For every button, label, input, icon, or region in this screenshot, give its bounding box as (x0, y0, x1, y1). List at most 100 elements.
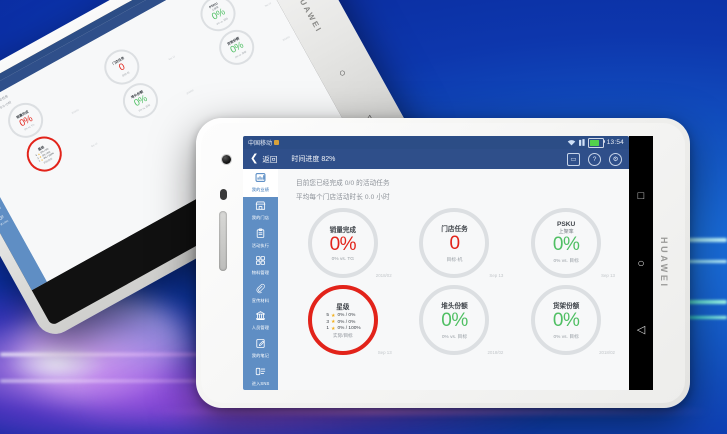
star-rating-row: 1 ★ 0% / 100% (325, 326, 361, 332)
carrier-label: 中国移动 (248, 141, 273, 147)
star-icon: ★ (330, 312, 336, 319)
star-value: 0% / 0% (337, 319, 356, 325)
huawei-logo: HUAWEI (659, 237, 669, 289)
sidebar-item-5[interactable]: 宣传材料 (243, 280, 278, 308)
sidebar-item-6[interactable]: 人员管理 (243, 307, 278, 335)
kpi-cards-grid: 销量完成 0% 0% vs. TG 2018/02 门店任务 0 目标-机 Sep 13 PSK… (288, 205, 621, 357)
sidebar-item-label: 我的业绩 (251, 187, 270, 193)
kpi-value: 0% (441, 309, 468, 331)
kpi-subtitle: 上架率 (558, 229, 574, 235)
psku-card[interactable]: PSKU 上架率 0% 0% vs. 目标 Sep 13 (511, 205, 621, 280)
kpi-title: 门店任务 (441, 225, 468, 233)
device-screen: 中国移动 13:54 (243, 136, 629, 390)
kpi-ring: 销量完成 0% 0% vs. TG (307, 207, 378, 278)
kpi-value: 0 (449, 232, 460, 254)
sidebar-item-7[interactable]: 我的笔记 (243, 335, 278, 363)
message-icon[interactable]: ▭ (567, 152, 580, 166)
back-button-nav[interactable]: ◁ (636, 324, 646, 337)
kpi-footnote: 0% vs. 目标 (553, 334, 579, 340)
sidebar-item-1[interactable]: 我的业绩 (243, 169, 278, 197)
kpi-footnote: 0% vs. TG (331, 256, 354, 262)
sidebar-item-label: 活动执行 (251, 242, 270, 248)
kpi-footnote: 目标-机 (446, 257, 463, 263)
kpi-date: Sep 13 (489, 273, 504, 278)
sidebar-item-label: 我的笔记 (251, 353, 270, 358)
sidebar-item-3[interactable]: 活动执行 (243, 224, 278, 252)
star-level: 1 (326, 326, 329, 331)
clipboard-icon (255, 228, 266, 242)
back-label: 返回 (262, 154, 278, 164)
star-rating-card[interactable]: 星级 5 ★ 0% / 0% 3 ★ 0% / 0% 1 ★ 0% / 100% 实际/目标 Sep … (288, 282, 398, 357)
foreground-tablet-device: 中国移动 13:54 (196, 118, 690, 408)
home-button[interactable]: ○ (637, 255, 645, 270)
clock: 13:54 (606, 139, 624, 146)
help-icon[interactable]: ? (588, 152, 601, 166)
grid-icon (255, 255, 266, 269)
star-rating-row: 5 ★ 0% / 0% (325, 313, 361, 319)
kpi-date: Sep 13 (601, 273, 615, 278)
star-value: 0% / 100% (337, 326, 361, 331)
endcap-share-card[interactable]: 堆头份额 0% 0% vs. 目标 2018/02 (400, 282, 510, 357)
sidebar-item-label: 宣传材料 (251, 298, 270, 303)
sales-completion-card[interactable]: 销量完成 0% 0% vs. TG 2018/02 (288, 205, 398, 280)
sidebar-item-4[interactable]: 物料管理 (243, 252, 278, 280)
wifi-icon (567, 140, 575, 146)
settings-icon[interactable]: ⚙ (609, 152, 622, 166)
star-icon: ★ (330, 319, 336, 325)
sidebar-item-8[interactable]: 进入SNS (0, 209, 14, 231)
kpi-title: 星级 (336, 303, 350, 311)
battery-icon (587, 137, 606, 148)
kpi-title: 货架份额 (552, 302, 580, 310)
background-tablet-screen: 中国移动 13:54 ❮ 返回 时间进度 82% (0, 0, 363, 327)
star-level: 3 (326, 319, 329, 325)
kpi-ring: 门店任务 0 目标-机 (419, 207, 490, 278)
main-content: 目前您已经完成 0/0 的活动任务 平均每个门店活动时长 0.0 小时 销量完成… (278, 169, 629, 390)
signal-icon (578, 139, 585, 146)
kpi-value: 0% (552, 309, 580, 331)
summary-line-1: 目前您已经完成 0/0 的活动任务 (296, 180, 390, 187)
back-button[interactable]: ❮ 返回 (250, 154, 277, 165)
kpi-ring: 星级 5 ★ 0% / 0% 3 ★ 0% / 0% 1 ★ 0% / 100% 实际/目标 (307, 284, 378, 355)
background-streak-3 (150, 409, 710, 414)
app-body: 我的业绩我的门店活动执行物料管理宣传材料人员管理我的笔记进入SNS 目前您已经完… (243, 169, 629, 390)
sidebar-item-2[interactable]: 我的门店 (243, 197, 278, 225)
kpi-value: 0% (329, 233, 357, 255)
chart-icon (255, 172, 266, 186)
huawei-logo-back: HUAWEI (293, 0, 324, 35)
status-bar: 中国移动 13:54 (243, 136, 629, 149)
time-progress-label: 时间进度 82% (291, 156, 336, 163)
kpi-value: 0% (552, 234, 580, 255)
kpi-date: 2018/02 (487, 350, 504, 355)
kpi-ring: PSKU 上架率 0% 0% vs. 目标 (531, 207, 602, 278)
front-camera-icon (222, 155, 231, 164)
kpi-title: 销量完成 (329, 226, 357, 234)
store-icon (255, 200, 266, 214)
star-rating-row: 3 ★ 0% / 0% (325, 319, 361, 325)
speaker-grille-icon (219, 211, 227, 271)
kpi-footnote: 0% vs. 目标 (441, 334, 468, 340)
star-level: 5 (326, 313, 329, 318)
sidebar-item-8[interactable]: 进入SNS (243, 362, 278, 390)
sidebar-item-label: 人员管理 (251, 325, 270, 331)
kpi-footnote: 0% vs. 目标 (553, 259, 579, 264)
chevron-left-icon: ❮ (250, 153, 259, 164)
sidebar: 我的业绩我的门店活动执行物料管理宣传材料人员管理我的笔记进入SNS (243, 169, 278, 390)
device-navigation-bar: □ ○ ◁ (629, 136, 653, 390)
list-icon (255, 366, 266, 380)
kpi-ring: 货架份额 0% 0% vs. 目标 (531, 284, 602, 355)
kpi-date: 2018/02 (185, 88, 195, 95)
device-bezel: 中国移动 13:54 (201, 123, 685, 403)
app-ui: 中国移动 13:54 (243, 136, 629, 390)
shelf-share-card[interactable]: 货架份额 0% 0% vs. 目标 2018/02 (511, 282, 621, 357)
recents-button[interactable]: □ (637, 189, 645, 202)
earpiece-slot-icon (220, 189, 227, 200)
kpi-title: 堆头份额 (441, 302, 468, 310)
sidebar-item-label: 我的门店 (251, 215, 270, 220)
store-task-card[interactable]: 门店任务 0 目标-机 Sep 13 (400, 205, 510, 280)
background-tablet-device: 中国移动 13:54 ❮ 返回 时间进度 82% (0, 0, 415, 342)
people-icon (255, 310, 266, 324)
background-app-ui: 中国移动 13:54 ❮ 返回 时间进度 82% (0, 0, 343, 291)
home-icon: ○ (336, 66, 349, 81)
background-streak-1 (0, 353, 300, 356)
